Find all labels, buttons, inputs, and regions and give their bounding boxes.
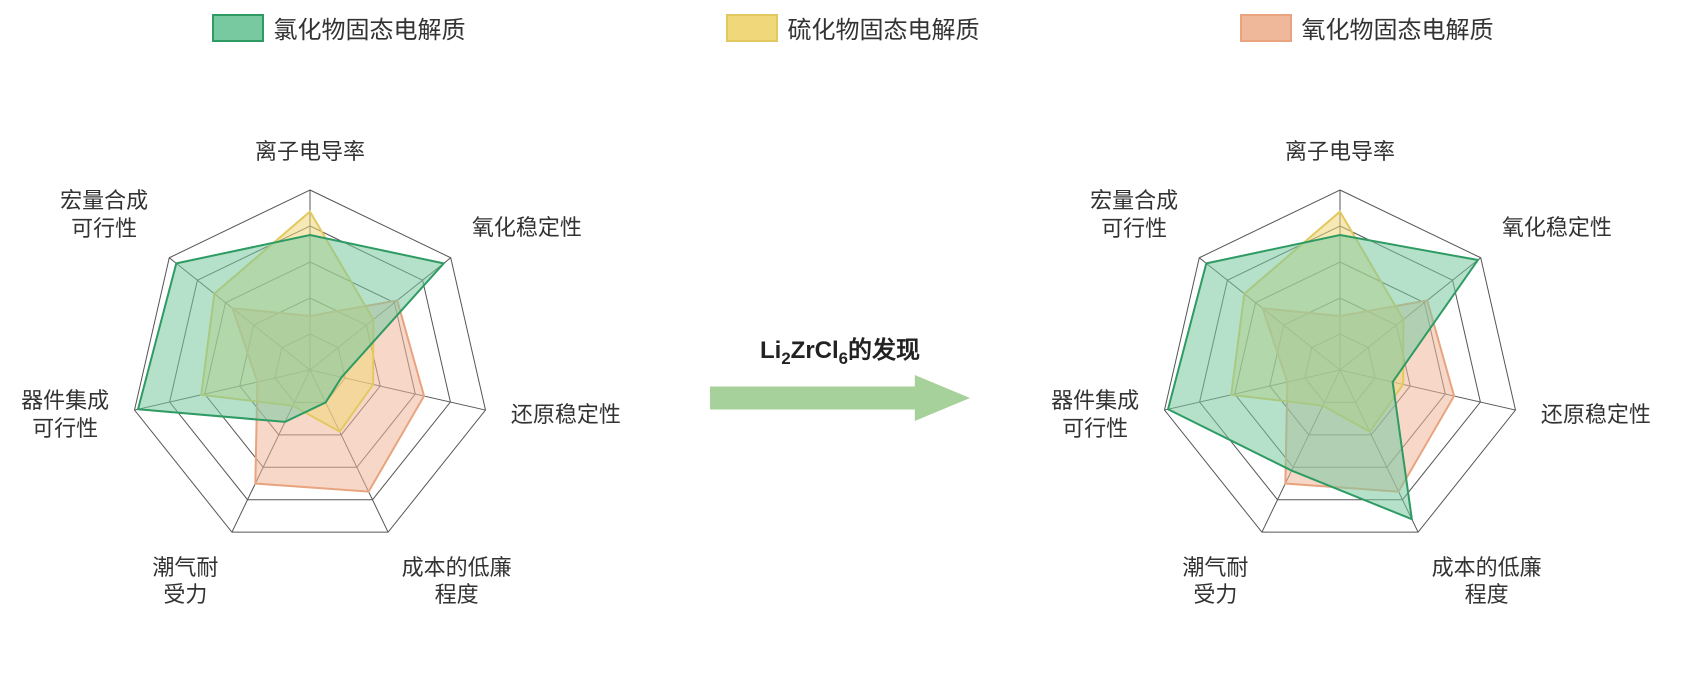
axis-label: 氧化稳定性 (1502, 214, 1612, 242)
axis-label: 成本的低廉程度 (1432, 554, 1542, 609)
legend-swatch (726, 14, 778, 42)
axis-label: 还原稳定性 (1541, 401, 1651, 429)
legend-item-sulfide: 硫化物固态电解质 (726, 10, 980, 45)
axis-label: 潮气耐受力 (152, 554, 218, 609)
axis-label: 还原稳定性 (511, 401, 621, 429)
arrow-icon (710, 375, 970, 421)
legend-item-oxide: 氧化物固态电解质 (1240, 10, 1494, 45)
axis-label: 器件集成可行性 (21, 387, 109, 442)
axis-label: 器件集成可行性 (1051, 387, 1139, 442)
arrow-caption: Li2ZrCl6的发现 (680, 330, 1000, 369)
axis-label: 离子电导率 (1285, 138, 1395, 166)
legend: 氯化物固态电解质 硫化物固态电解质 氧化物固态电解质 (0, 10, 1705, 45)
legend-swatch (1240, 14, 1292, 42)
transition-arrow: Li2ZrCl6的发现 (680, 330, 1000, 421)
legend-item-chloride: 氯化物固态电解质 (212, 10, 466, 45)
axis-label: 宏量合成可行性 (60, 187, 148, 242)
axis-label: 宏量合成可行性 (1090, 187, 1178, 242)
legend-label: 氯化物固态电解质 (274, 10, 466, 45)
legend-label: 硫化物固态电解质 (788, 10, 980, 45)
radar-chart-right: 离子电导率氧化稳定性还原稳定性成本的低廉程度 潮气耐受力 器件集成可行性 宏量合成可行… (1030, 60, 1650, 680)
axis-label: 氧化稳定性 (472, 214, 582, 242)
axis-label: 离子电导率 (255, 138, 365, 166)
radar-chart-left: 离子电导率氧化稳定性还原稳定性成本的低廉程度 潮气耐受力 器件集成可行性 宏量合成可行… (0, 60, 620, 680)
legend-swatch (212, 14, 264, 42)
axis-label: 潮气耐受力 (1182, 554, 1248, 609)
legend-label: 氧化物固态电解质 (1302, 10, 1494, 45)
axis-label: 成本的低廉程度 (402, 554, 512, 609)
